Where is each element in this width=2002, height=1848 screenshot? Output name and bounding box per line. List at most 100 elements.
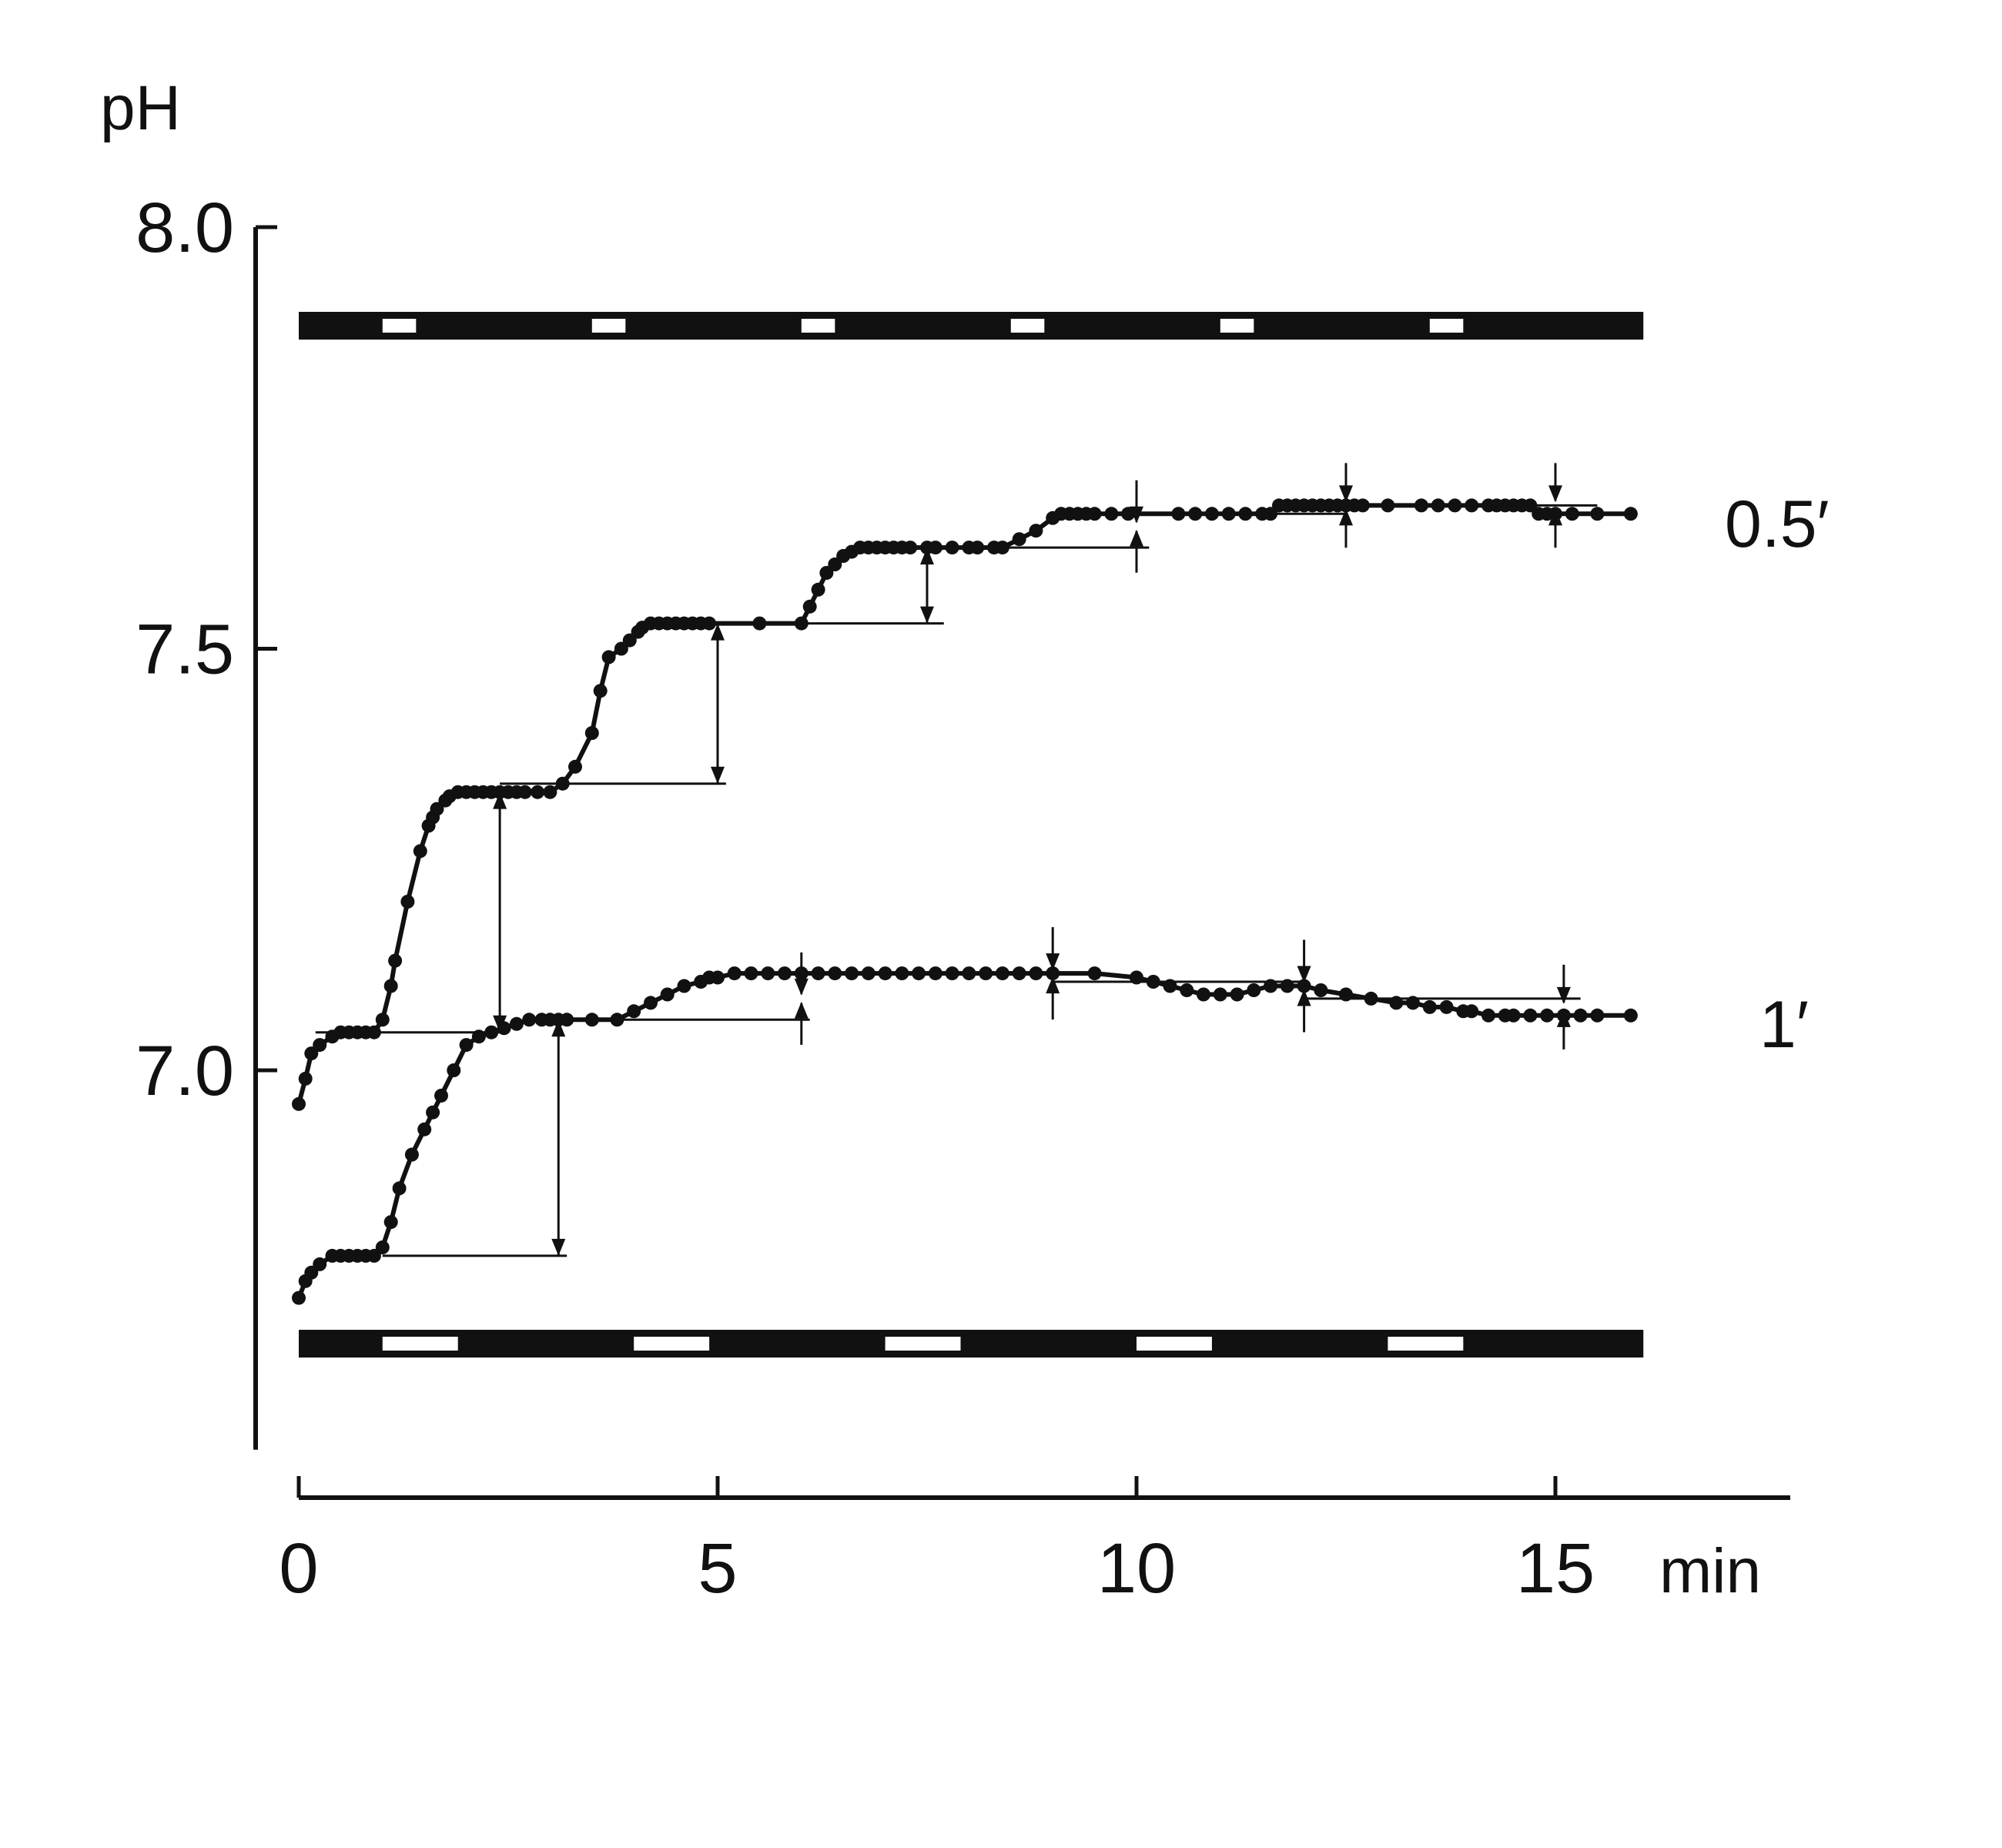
- data-point: [1414, 498, 1428, 513]
- x-tick-label: 10: [1097, 1529, 1176, 1608]
- stimulus-bars: [299, 312, 1644, 1358]
- data-point: [979, 966, 993, 981]
- data-point: [304, 1046, 319, 1061]
- data-point: [1029, 524, 1043, 538]
- data-point: [292, 1291, 306, 1305]
- data-point: [1204, 507, 1219, 521]
- step-pinch-head: [1339, 508, 1353, 526]
- data-point: [484, 1025, 499, 1040]
- data-point: [1439, 999, 1454, 1014]
- data-point: [945, 966, 959, 981]
- data-point: [1171, 507, 1186, 521]
- step-arrow-head: [711, 623, 725, 641]
- step-pinch-head: [1046, 976, 1060, 994]
- step-arrow-head: [551, 1238, 566, 1256]
- data-point: [426, 1105, 440, 1120]
- data-point: [1556, 1008, 1571, 1023]
- data-point: [1381, 498, 1395, 513]
- data-point: [1339, 987, 1353, 1002]
- data-point: [1188, 507, 1203, 521]
- data-point: [995, 541, 1009, 555]
- data-point: [1280, 979, 1294, 993]
- data-point: [819, 566, 834, 580]
- data-point: [522, 1013, 537, 1027]
- data-point: [1087, 966, 1102, 981]
- data-point: [1355, 498, 1370, 513]
- data-point: [1523, 1008, 1538, 1023]
- data-point: [995, 966, 1009, 981]
- data-point: [828, 557, 842, 571]
- data-point: [509, 1016, 524, 1031]
- data-point: [878, 966, 892, 981]
- data-point: [677, 979, 691, 993]
- series-label-0: 0.5′: [1725, 487, 1830, 561]
- stimulus-bar-bottom-gap: [885, 1337, 961, 1351]
- data-point: [459, 1038, 474, 1053]
- data-point: [1364, 991, 1378, 1006]
- data-point: [895, 966, 909, 981]
- stimulus-bar-top: [299, 312, 1644, 340]
- data-point: [1590, 1008, 1605, 1023]
- data-point: [1448, 498, 1462, 513]
- data-point: [702, 616, 717, 631]
- data-point: [593, 684, 608, 698]
- x-axis-label: min: [1659, 1536, 1761, 1606]
- data-point: [584, 726, 599, 740]
- data-point: [794, 966, 808, 981]
- x-tick-label: 5: [698, 1529, 737, 1608]
- data-point: [778, 966, 792, 981]
- data-point: [1163, 979, 1177, 993]
- data-point: [471, 1029, 486, 1044]
- step-pinch-head: [1548, 485, 1562, 503]
- data-point: [555, 776, 570, 791]
- stimulus-bar-top-gap: [1010, 319, 1045, 333]
- step-arrow-head: [711, 766, 725, 784]
- data-point: [1590, 507, 1605, 521]
- data-point: [1238, 507, 1253, 521]
- stimulus-bar-bottom-gap: [634, 1337, 710, 1351]
- data-point: [367, 1025, 381, 1040]
- data-point: [400, 895, 415, 909]
- data-point: [1422, 999, 1437, 1014]
- stimulus-bar-bottom-gap: [382, 1337, 458, 1351]
- data-point: [517, 785, 532, 799]
- step-pinch-head: [1339, 485, 1353, 503]
- data-point: [962, 966, 976, 981]
- data-point: [1540, 1008, 1555, 1023]
- data-point: [375, 1240, 390, 1254]
- stimulus-bar-top-gap: [591, 319, 626, 333]
- step-pinch-head: [1556, 986, 1571, 1004]
- data-point: [610, 1013, 624, 1027]
- data-point: [367, 1248, 381, 1263]
- data-point: [861, 966, 875, 981]
- y-tick-label: 8.0: [136, 189, 234, 267]
- data-point: [560, 1013, 574, 1027]
- data-point: [601, 650, 616, 665]
- data-point: [434, 1088, 448, 1103]
- plot-area: [292, 463, 1638, 1305]
- data-point: [845, 966, 859, 981]
- data-point: [811, 582, 825, 597]
- data-point: [388, 953, 403, 968]
- data-point: [1314, 983, 1328, 997]
- data-point: [417, 1122, 432, 1137]
- data-point: [614, 641, 628, 656]
- data-point: [1180, 983, 1194, 997]
- data-point: [811, 966, 825, 981]
- data-point: [383, 1215, 398, 1230]
- data-point: [1087, 507, 1102, 521]
- step-pinch-head: [1297, 966, 1311, 983]
- data-point: [304, 1265, 319, 1280]
- data-point: [1548, 507, 1562, 521]
- data-point: [1221, 507, 1236, 521]
- data-point: [1247, 983, 1261, 997]
- data-point: [1506, 1008, 1521, 1023]
- stimulus-bar-top-gap: [382, 319, 417, 333]
- data-point: [1104, 507, 1119, 521]
- stimulus-bar-top-gap: [1220, 319, 1254, 333]
- data-point: [1130, 970, 1143, 985]
- data-point: [375, 1013, 390, 1027]
- data-point: [761, 966, 775, 981]
- x-tick-label: 0: [279, 1529, 318, 1608]
